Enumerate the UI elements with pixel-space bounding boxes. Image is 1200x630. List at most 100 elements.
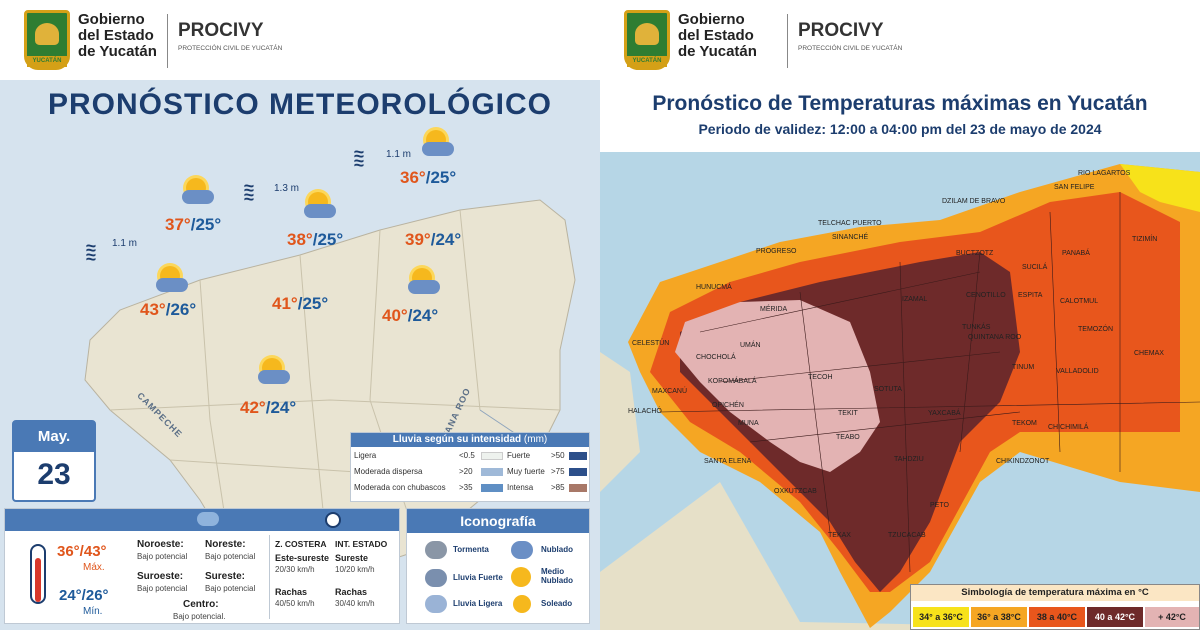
rain-legend-title: Lluvia según su intensidad (mm) [351, 433, 589, 447]
thermometer-icon [30, 544, 46, 604]
municipality-label: MUNA [738, 420, 759, 427]
municipality-label: TEKIT [838, 410, 858, 417]
municipality-label: TUNKÁS [962, 324, 991, 331]
rain-label: Muy fuerte [507, 467, 545, 476]
temperature-legend: Simbología de temperatura máxima en °C 3… [910, 584, 1200, 630]
municipality-label: SANTA ELENA [704, 458, 752, 465]
municipality-label: TEKOM [1012, 420, 1037, 427]
sunny-icon [513, 595, 531, 613]
wind-direction: Este-sureste [275, 553, 330, 563]
gust-speed: 30/40 km/h [335, 599, 375, 608]
municipality-label: CHOCHOLÁ [696, 354, 736, 361]
rain-label: Ligera [354, 451, 377, 460]
rain-swatch [481, 484, 503, 492]
rain-value: >75 [551, 467, 565, 476]
partly-cloudy-icon [422, 130, 454, 156]
municipality-label: OPICHÉN [712, 402, 744, 409]
municipality-label: CALOTMUL [1060, 298, 1099, 305]
validity-period: Periodo de validez: 12:00 a 04:00 pm del… [698, 121, 1102, 137]
rain-value: >35 [459, 483, 473, 492]
calendar-month: May. [14, 422, 94, 452]
partly-cloudy-icon [258, 358, 290, 384]
municipality-label: MAXCANÚ [652, 388, 688, 395]
wind-header: Z. COSTERA [275, 539, 327, 549]
city-forecast: 43°/26° [140, 300, 197, 319]
municipality-label: TIZIMÍN [1132, 236, 1158, 243]
header-left: YUCATÁN Gobierno del Estado de Yucatán PRO… [0, 0, 600, 80]
city-forecast: 37°/25° [165, 215, 222, 234]
legend-class: 38 a 40°C [1029, 607, 1085, 627]
rain-label: Intensa [507, 483, 534, 492]
rain-swatch [569, 468, 587, 476]
rain-label: Moderada con chubascos [354, 483, 446, 492]
municipality-label: TAHDZIU [894, 456, 924, 463]
municipality-label: DZILAM DE BRAVO [942, 198, 1006, 205]
header-right: YUCATÁN Gobierno del Estado de Yucatán PRO… [600, 0, 1200, 80]
municipality-label: VALLADOLID [1056, 368, 1099, 375]
legend-title: Simbología de temperatura máxima en °C [911, 585, 1199, 601]
iconography-legend: Iconografía Tormenta Nublado Lluvia Fuer… [406, 508, 590, 624]
icon-label: Lluvia Ligera [453, 599, 503, 608]
municipality-label: CHEMAX [1134, 350, 1164, 357]
brand-subtitle: PROTECCIÓN CIVIL DE YUCATÁN [798, 45, 903, 52]
wave-icon: ≈ ≈ [354, 144, 364, 173]
region-value: Bajo potencial [205, 552, 256, 561]
rain-swatch [569, 484, 587, 492]
legend-class: 40 a 42°C [1087, 607, 1143, 627]
gust-label: Rachas [335, 587, 368, 597]
municipality-label: PETO [930, 502, 949, 509]
region-name: Noroeste: [137, 539, 184, 550]
legend-class: 34° a 36°C [913, 607, 969, 627]
brand-name: PROCIVY [178, 20, 264, 41]
page-title: Pronóstico de Temperaturas máximas en Yu… [652, 92, 1148, 115]
storm-icon [425, 541, 447, 559]
rain-swatch [569, 452, 587, 460]
municipality-label: CHIKINDZONOT [996, 458, 1050, 465]
max-label: Máx. [83, 562, 105, 573]
gov-name: Gobierno del Estado de Yucatán [678, 11, 757, 60]
municipality-label: SINANCHÉ [832, 234, 869, 241]
compass-icon [325, 512, 341, 528]
region-value: Bajo potencial [137, 584, 188, 593]
municipality-label: BUCTZOTZ [956, 250, 994, 257]
region-name: Suroeste: [137, 571, 184, 582]
municipality-label: PANABÁ [1062, 250, 1090, 257]
city-forecast: 40°/24° [382, 306, 439, 325]
wave-icon: ≈ ≈ [244, 178, 254, 207]
region-value: Bajo potencial [205, 584, 256, 593]
region-name: Noreste: [205, 539, 246, 550]
region-name: Sureste: [205, 571, 246, 582]
rain-swatch [481, 452, 503, 460]
municipality-label: ABALÁ [734, 378, 757, 385]
municipality-label: UMÁN [740, 342, 761, 349]
city-forecast: 38°/25° [287, 230, 344, 249]
partly-cloudy-icon [182, 178, 214, 204]
municipality-label: CELESTÚN [632, 340, 670, 347]
wind-speed: 20/30 km/h [275, 565, 315, 574]
wind-direction: Sureste [335, 553, 369, 563]
wave-height: 1.1 m [386, 149, 412, 160]
municipality-label: TZUCACAB [888, 532, 926, 539]
city-forecast: 41°/25° [272, 294, 329, 313]
municipality-label: ESPITA [1018, 292, 1043, 299]
legend-class: + 42°C [1145, 607, 1199, 627]
page-title: PRONÓSTICO METEOROLÓGICO [47, 88, 552, 121]
rain-label: Moderada dispersa [354, 467, 423, 476]
gust-speed: 40/50 km/h [275, 599, 315, 608]
rain-cloud-icon [197, 512, 219, 526]
wave-icon: ≈ ≈ [86, 238, 96, 267]
regional-forecast-box: 36°/43° Máx. 24°/26° Mín. Noroeste: Bajo… [4, 508, 400, 624]
municipality-label: IZAMAL [902, 296, 928, 303]
municipality-label: CHICHIMILÁ [1048, 424, 1089, 431]
municipality-label: TEMOZÓN [1078, 326, 1113, 333]
municipality-label: TEABO [836, 434, 860, 441]
rain-value: <0.5 [459, 451, 475, 460]
municipality-label: HALACHÓ [628, 408, 662, 415]
max-temp-range: 36°/43° [57, 543, 107, 560]
icon-label: Medio Nublado [541, 567, 573, 585]
rain-value: >20 [459, 467, 473, 476]
icon-label: Lluvia Fuerte [453, 573, 503, 582]
municipality-label: CENOTILLO [966, 292, 1006, 299]
wave-height: 1.3 m [274, 183, 300, 194]
municipality-label: MÉRIDA [760, 306, 788, 313]
